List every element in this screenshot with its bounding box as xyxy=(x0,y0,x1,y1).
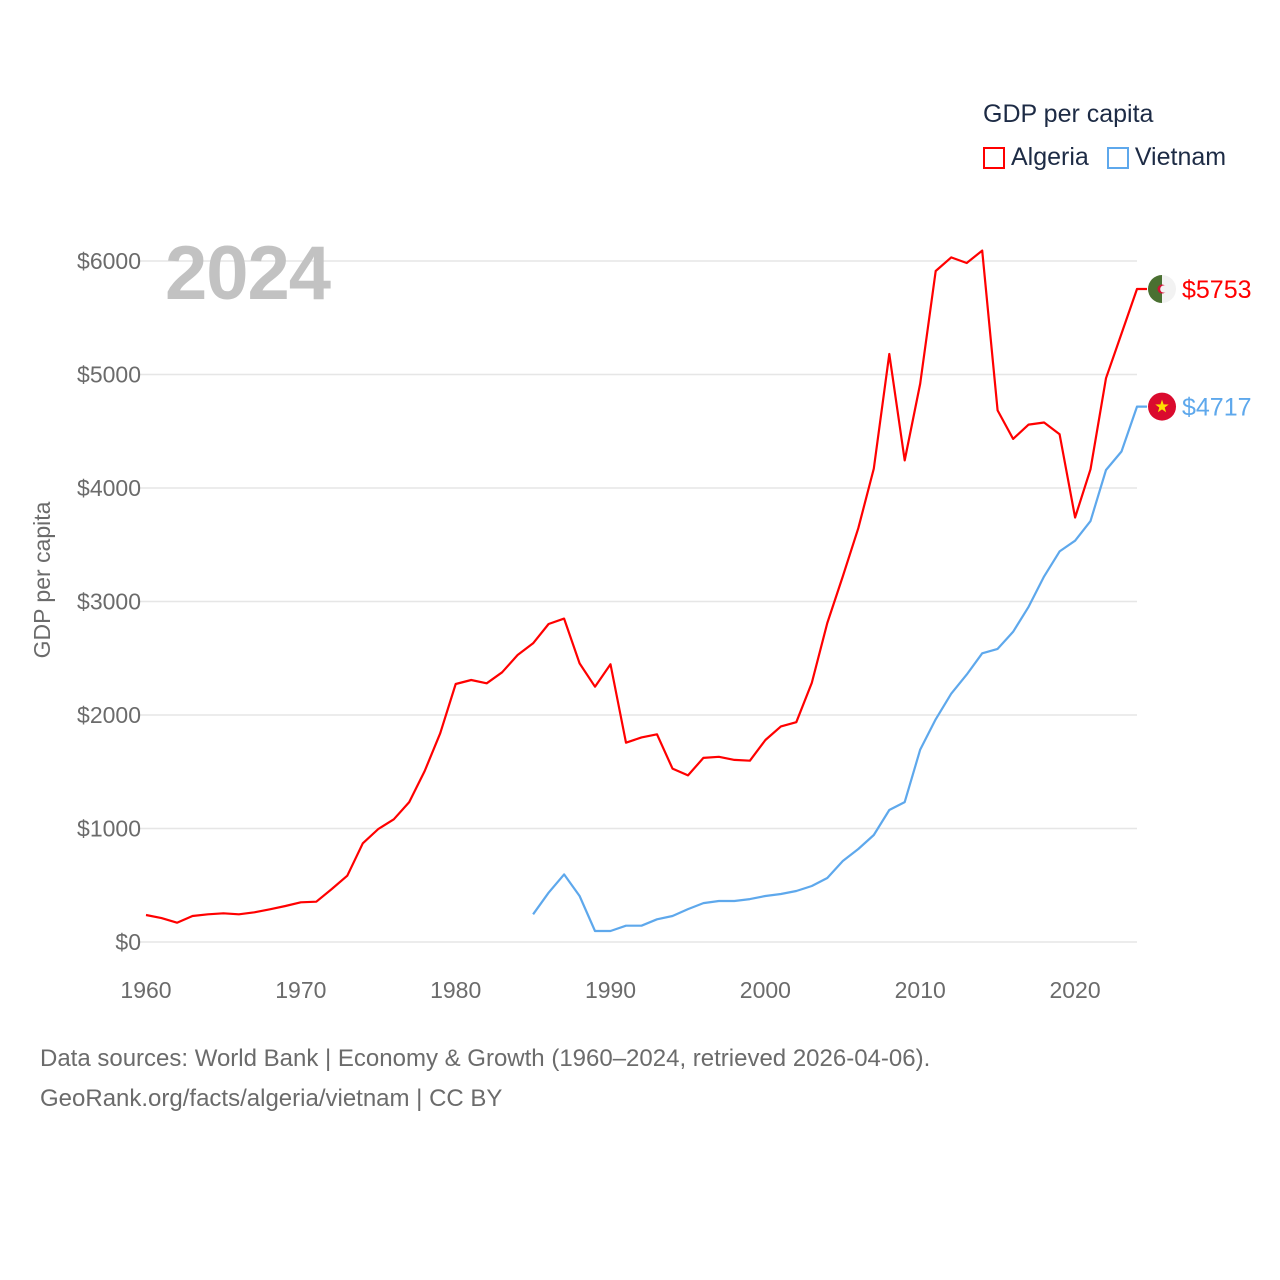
y-tick-label: $1000 xyxy=(77,816,141,842)
series-lines xyxy=(145,249,1147,933)
flag-green-half xyxy=(1148,275,1162,304)
y-tick-label: $3000 xyxy=(77,589,141,615)
series-line-vietnam xyxy=(532,405,1147,933)
legend: Algeria Vietnam xyxy=(983,143,1226,172)
y-tick-label: $0 xyxy=(115,929,141,955)
x-tick-label: 2000 xyxy=(740,977,791,1003)
end-value-label-vietnam: $4717 xyxy=(1182,394,1252,422)
legend-swatch-vietnam xyxy=(1106,146,1129,169)
x-tick-label: 2020 xyxy=(1049,977,1100,1003)
x-tick-label: 1980 xyxy=(430,977,481,1003)
y-axis-label: GDP per capita xyxy=(29,501,55,658)
y-tick-label: $6000 xyxy=(77,248,141,274)
footer-sources: Data sources: World Bank | Economy & Gro… xyxy=(40,1045,931,1072)
gridlines xyxy=(140,260,1137,943)
y-axis-ticks: $0 $1000 $2000 $3000 $4000 $5000 $6000 xyxy=(77,248,141,955)
legend-label-vietnam: Vietnam xyxy=(1134,143,1227,171)
algeria-flag-icon xyxy=(1148,275,1176,304)
y-tick-label: $5000 xyxy=(77,362,141,388)
legend-item-algeria[interactable]: Algeria xyxy=(983,143,1089,172)
crescent-cutout xyxy=(1160,285,1168,293)
vietnam-flag-icon xyxy=(1148,392,1176,421)
x-tick-label: 2010 xyxy=(895,977,946,1003)
footer-attribution: GeoRank.org/facts/algeria/vietnam | CC B… xyxy=(40,1085,503,1112)
x-tick-label: 1960 xyxy=(120,977,171,1003)
y-tick-label: $2000 xyxy=(77,702,141,728)
y-tick-label: $4000 xyxy=(77,475,141,501)
series-line-algeria xyxy=(145,249,1147,924)
star-icon xyxy=(1155,399,1169,413)
x-tick-label: 1990 xyxy=(585,977,636,1003)
legend-title: GDP per capita xyxy=(983,100,1154,128)
legend-item-vietnam[interactable]: Vietnam xyxy=(1106,143,1227,172)
x-tick-label: 1970 xyxy=(275,977,326,1003)
end-labels: $5753 $4717 xyxy=(1148,275,1252,422)
legend-label-algeria: Algeria xyxy=(1011,143,1089,171)
x-axis-ticks: 1960 1970 1980 1990 2000 2010 2020 xyxy=(120,977,1100,1003)
year-label: 2024 xyxy=(165,231,331,316)
legend-swatch-algeria xyxy=(983,146,1005,169)
end-value-label-algeria: $5753 xyxy=(1182,276,1252,304)
